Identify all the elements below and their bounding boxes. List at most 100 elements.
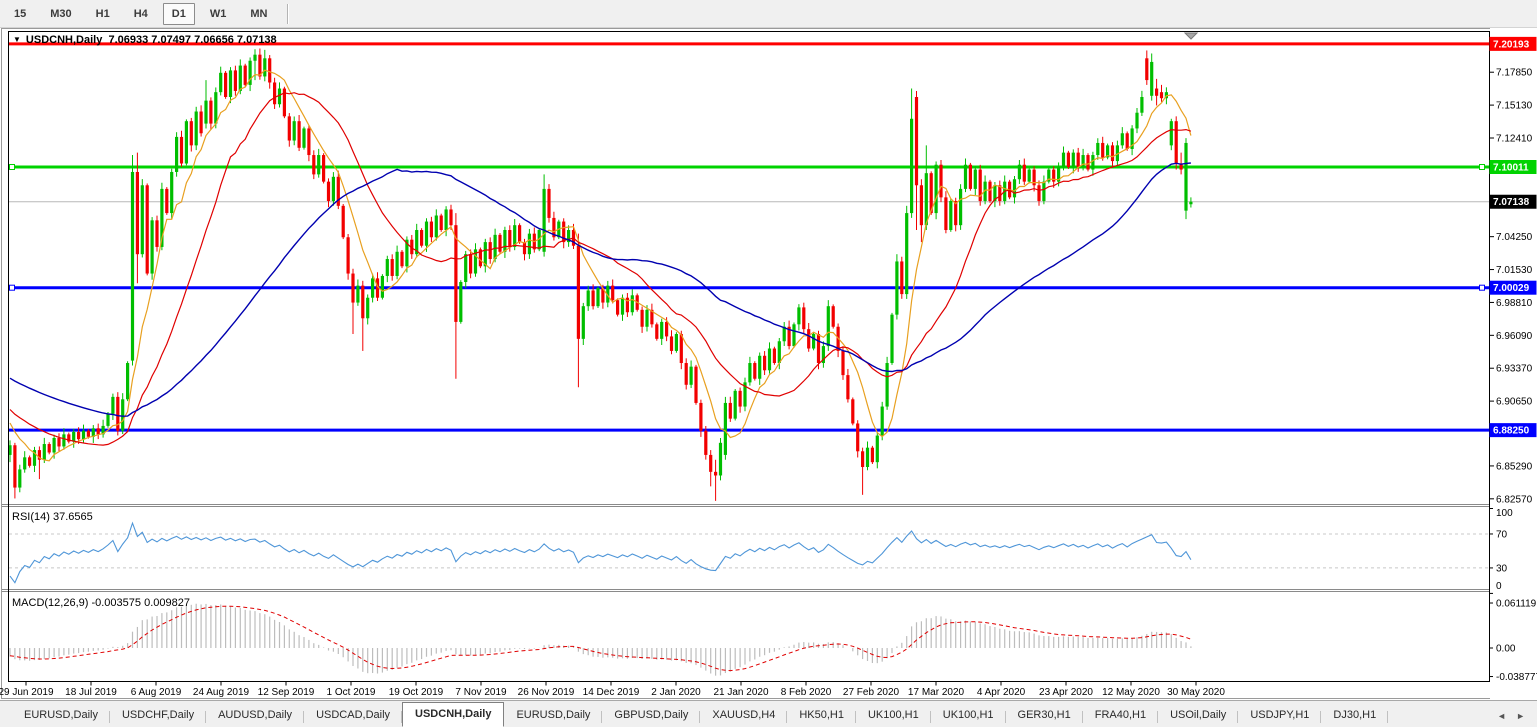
candle-body bbox=[856, 423, 860, 452]
tab-scroll-right-icon[interactable]: ► bbox=[1516, 711, 1525, 721]
chart-area[interactable]: 7.17850 7.15130 7.12410 7.04250 7.01530 6.988… bbox=[0, 28, 1537, 700]
candle-body bbox=[366, 297, 370, 319]
chart-tab-eurusd-daily[interactable]: EURUSD,Daily bbox=[12, 704, 110, 727]
candle-body bbox=[150, 220, 154, 274]
candle-body bbox=[282, 88, 286, 117]
chart-tab-ger30-h1[interactable]: GER30,H1 bbox=[1006, 704, 1083, 727]
candle-body bbox=[1145, 58, 1149, 81]
candle-body bbox=[9, 445, 12, 455]
candle-body bbox=[758, 355, 762, 379]
candle-body bbox=[72, 431, 76, 442]
candle-body bbox=[189, 121, 193, 146]
hline-handle[interactable] bbox=[1479, 284, 1485, 291]
candle-body bbox=[1086, 155, 1090, 170]
candle-body bbox=[322, 155, 326, 182]
candle-body bbox=[410, 239, 414, 255]
chart-tab-usdchf-daily[interactable]: USDCHF,Daily bbox=[110, 704, 207, 727]
candle-body bbox=[317, 155, 321, 175]
candle-body bbox=[37, 450, 41, 460]
candle-body bbox=[96, 428, 100, 435]
chart-tab-fra40-h1[interactable]: FRA40,H1 bbox=[1083, 704, 1159, 727]
candle-body bbox=[576, 245, 580, 339]
chart-tab-uk100-h1[interactable]: UK100,H1 bbox=[856, 704, 931, 727]
candle-body bbox=[772, 348, 776, 364]
date-label: 4 Apr 2020 bbox=[977, 687, 1026, 698]
candle-body bbox=[273, 82, 277, 105]
candle-body bbox=[630, 295, 634, 313]
candle-body bbox=[865, 447, 870, 468]
candle-body bbox=[1081, 155, 1085, 168]
ma-line-fast bbox=[9, 69, 1192, 462]
candle-body bbox=[792, 324, 796, 347]
candle-body bbox=[709, 454, 713, 472]
chart-tab-dj30-h1[interactable]: DJ30,H1 bbox=[1321, 704, 1389, 727]
candle-body bbox=[86, 430, 90, 437]
chart-tab-gbpusd-daily[interactable]: GBPUSD,Daily bbox=[602, 704, 701, 727]
date-label: 12 May 2020 bbox=[1102, 687, 1160, 698]
rsi-axis-label: 100 bbox=[1496, 508, 1513, 519]
candle-body bbox=[508, 230, 512, 247]
chart-tab-usdcnh-daily[interactable]: USDCNH,Daily bbox=[402, 702, 505, 727]
candle-body bbox=[567, 230, 571, 243]
chart-shift-marker-icon[interactable] bbox=[1183, 32, 1199, 40]
candle-body bbox=[944, 197, 948, 231]
candle-body bbox=[228, 70, 233, 97]
candle-body bbox=[1057, 167, 1061, 182]
hline-handle[interactable] bbox=[9, 284, 15, 291]
date-label: 6 Aug 2019 bbox=[131, 687, 182, 698]
chart-tab-audusd-daily[interactable]: AUDUSD,Daily bbox=[206, 704, 305, 727]
candle-body bbox=[238, 65, 242, 91]
timeframe-button-h4[interactable]: H4 bbox=[133, 7, 148, 20]
candle-body bbox=[444, 209, 448, 231]
chart-tab-xauusd-h4[interactable]: XAUUSD,H4 bbox=[700, 704, 788, 727]
timeframe-button-w1[interactable]: W1 bbox=[209, 7, 227, 20]
chart-tab-usdcad-daily[interactable]: USDCAD,Daily bbox=[304, 704, 403, 727]
price-tick-label: 6.90650 bbox=[1496, 397, 1533, 408]
toolbar-separator bbox=[287, 3, 290, 24]
candle-body bbox=[777, 341, 781, 364]
candle-body bbox=[968, 164, 972, 189]
timeframe-button-d1[interactable]: D1 bbox=[162, 2, 195, 25]
candle-body bbox=[385, 259, 389, 276]
candle-body bbox=[885, 363, 889, 407]
tab-scroll-left-icon[interactable]: ◄ bbox=[1497, 711, 1507, 721]
indicator-axes: 100 70 30 0 0.061119 0.00 -0.038777 bbox=[1489, 508, 1537, 683]
price-axis-bg bbox=[1490, 28, 1537, 700]
candle-body bbox=[312, 155, 316, 175]
chart-canvas[interactable]: 7.17850 7.15130 7.12410 7.04250 7.01530 6.988… bbox=[0, 28, 1537, 700]
candle-body bbox=[959, 188, 963, 226]
timeframe-button-m30[interactable]: M30 bbox=[50, 7, 72, 20]
candle-body bbox=[929, 173, 933, 214]
hline-handle[interactable] bbox=[1479, 164, 1485, 170]
candle-body bbox=[689, 366, 693, 385]
rsi-axis-label: 30 bbox=[1496, 563, 1508, 574]
candle-body bbox=[77, 431, 81, 440]
candle-body bbox=[121, 399, 125, 431]
macd-histogram bbox=[9, 603, 1192, 676]
candle-body bbox=[606, 285, 610, 303]
hline-handle[interactable] bbox=[9, 164, 15, 170]
candle-body bbox=[733, 390, 737, 419]
timeframe-button-h1[interactable]: H1 bbox=[95, 7, 110, 20]
candle-body bbox=[18, 469, 22, 488]
date-label: 7 Nov 2019 bbox=[455, 687, 507, 698]
candle-body bbox=[1066, 152, 1070, 168]
chart-tab-usoil-daily[interactable]: USOil,Daily bbox=[1158, 704, 1239, 727]
timeframe-button-15[interactable]: 15 bbox=[14, 7, 27, 20]
candle-body bbox=[434, 215, 438, 238]
candle-body bbox=[106, 413, 110, 426]
candle-body bbox=[454, 225, 458, 322]
chart-tab-eurusd-daily[interactable]: EURUSD,Daily bbox=[504, 704, 603, 727]
candle-body bbox=[1189, 201, 1193, 205]
candle-body bbox=[674, 334, 678, 351]
macd-signal-line bbox=[9, 605, 1192, 672]
price-tick-label: 7.15130 bbox=[1496, 101, 1533, 112]
chart-tab-uk100-h1[interactable]: UK100,H1 bbox=[931, 704, 1006, 727]
chart-tab-hk50-h1[interactable]: HK50,H1 bbox=[787, 704, 856, 727]
candle-body bbox=[341, 205, 345, 238]
timeframe-button-mn[interactable]: MN bbox=[250, 7, 268, 20]
candle-body bbox=[243, 65, 247, 85]
price-tick-label: 6.93370 bbox=[1496, 364, 1533, 375]
chart-tab-usdjpy-h1[interactable]: USDJPY,H1 bbox=[1238, 704, 1322, 727]
candle-body bbox=[831, 306, 835, 327]
